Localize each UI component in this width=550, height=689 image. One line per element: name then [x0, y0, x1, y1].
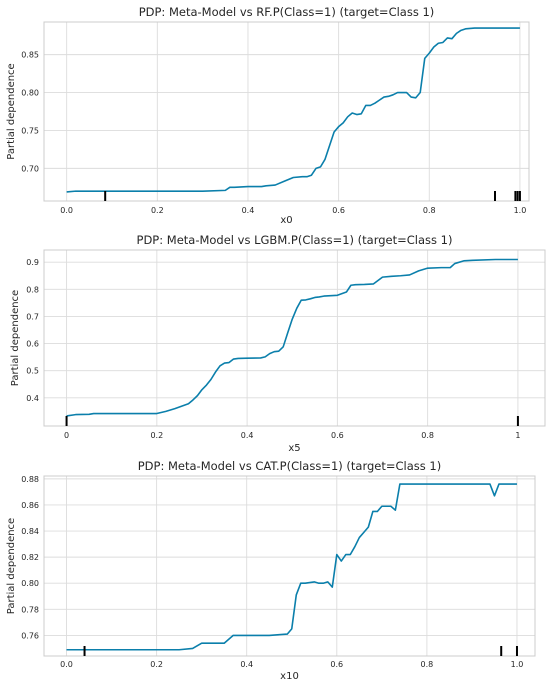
- x-tick-label: 0.2: [150, 431, 163, 440]
- x-tick-label: 0: [64, 431, 69, 440]
- chart-title: PDP: Meta-Model vs CAT.P(Class=1) (targe…: [138, 459, 442, 473]
- y-tick-label: 0.84: [21, 527, 39, 536]
- x-tick-label: 1: [515, 431, 520, 440]
- pdp-line: [66, 483, 517, 651]
- pdp-line: [66, 258, 518, 417]
- x-tick-label: 0.6: [331, 431, 344, 440]
- y-tick-label: 0.4: [26, 394, 39, 403]
- y-tick-label: 0.80: [21, 89, 39, 98]
- x-tick-label: 0.0: [60, 660, 73, 669]
- x-tick-label: 0.0: [60, 206, 73, 215]
- x-tick-label: 0.4: [242, 206, 255, 215]
- y-tick-label: 0.85: [21, 51, 39, 60]
- x-axis-label: x0: [280, 215, 292, 226]
- x-tick-label: 0.6: [332, 206, 345, 215]
- y-tick-label: 0.82: [21, 553, 39, 562]
- x-axis-label: x10: [280, 671, 299, 682]
- y-tick-label: 0.7: [26, 312, 39, 321]
- x-tick-label: 0.4: [241, 431, 254, 440]
- plot-frame: [43, 249, 546, 427]
- y-tick-label: 0.75: [21, 126, 39, 135]
- x-tick-label: 0.2: [151, 206, 164, 215]
- y-axis-label: Partial dependence: [6, 63, 17, 159]
- x-tick-label: 0.8: [421, 431, 434, 440]
- chart-panel-3: 0.0 0.2 0.4 0.6 0.8 1.0 0.76 0.78 0.80 0.82 0.84 0.…: [6, 459, 536, 682]
- y-tick-label: 0.86: [21, 501, 39, 510]
- y-axis-label: Partial dependence: [6, 518, 17, 614]
- y-tick-label: 0.6: [26, 340, 39, 349]
- x-tick-label: 0.8: [423, 206, 436, 215]
- y-tick-label: 0.70: [21, 164, 39, 173]
- plot-frame: [43, 21, 530, 202]
- y-axis-label: Partial dependence: [10, 290, 21, 386]
- chart-panel-2: 0 0.2 0.4 0.6 0.8 1 0.4 0.5 0.6 0.7 0.8 0.9 PDP: Met…: [10, 233, 546, 454]
- y-tick-label: 0.78: [21, 605, 39, 614]
- chart-title: PDP: Meta-Model vs LGBM.P(Class=1) (targ…: [137, 233, 453, 247]
- pdp-line: [66, 27, 520, 193]
- y-tick-label: 0.76: [21, 631, 39, 640]
- y-tick-label: 0.5: [26, 367, 39, 376]
- x-tick-label: 0.4: [240, 660, 253, 669]
- y-tick-label: 0.9: [26, 258, 39, 267]
- x-tick-label: 1.0: [511, 660, 524, 669]
- y-tick-label: 0.88: [21, 475, 39, 484]
- y-tick-label: 0.8: [26, 285, 39, 294]
- x-tick-label: 0.6: [330, 660, 343, 669]
- chart-title: PDP: Meta-Model vs RF.P(Class=1) (target…: [139, 5, 435, 19]
- x-tick-label: 0.2: [150, 660, 163, 669]
- x-tick-label: 1.0: [514, 206, 527, 215]
- plot-frame: [43, 475, 536, 657]
- x-axis-label: x5: [288, 443, 300, 454]
- chart-panel-1: 0.0 0.2 0.4 0.6 0.8 1.0 0.70 0.75 0.80 0.85 PDP: M…: [6, 5, 530, 226]
- x-tick-label: 0.8: [421, 660, 434, 669]
- y-tick-label: 0.80: [21, 579, 39, 588]
